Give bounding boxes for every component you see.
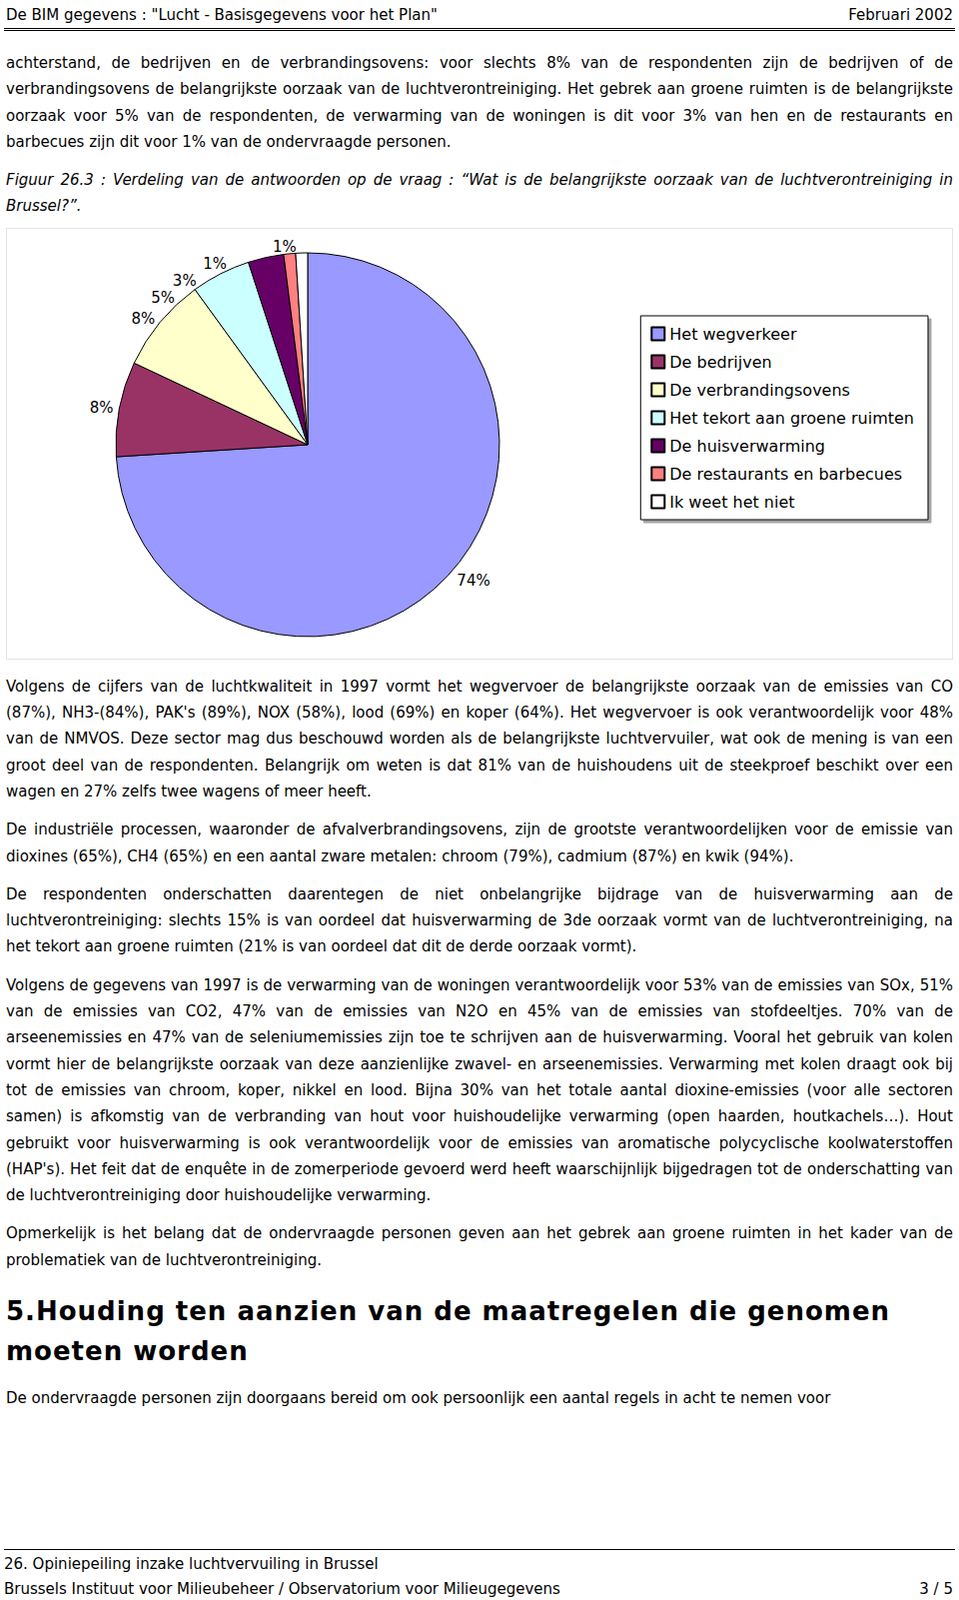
svg-text:De verbrandingsovens: De verbrandingsovens bbox=[669, 379, 851, 399]
svg-text:8%: 8% bbox=[89, 398, 114, 417]
html-text:De respondenten onderschatten: De respondenten onderschatten daarentege… bbox=[5, 884, 954, 956]
svg-text:De restaurants en barbecues: De restaurants en barbecues bbox=[669, 463, 903, 483]
html-text:De industriële processen, waar: De industriële processen, waaronder de a… bbox=[5, 820, 954, 865]
svg-text:3%: 3% bbox=[172, 271, 197, 290]
html-text:achterstand, de bedrijven en d: achterstand, de bedrijven en de verbrand… bbox=[5, 53, 954, 151]
html-text:26. Opiniepeiling inzake lucht: 26. Opiniepeiling inzake luchtvervuiling… bbox=[3, 1554, 379, 1573]
html-text:3 / 5: 3 / 5 bbox=[919, 1579, 954, 1598]
html-text:Figuur 26.3 : Verdeling van de: Figuur 26.3 : Verdeling van de antwoorde… bbox=[5, 171, 954, 216]
html-text:Volgens de gegevens van 1997 i: Volgens de gegevens van 1997 is de verwa… bbox=[5, 975, 954, 1204]
svg-text:74%: 74% bbox=[456, 570, 490, 589]
svg-text:1%: 1% bbox=[272, 237, 297, 256]
svg-text:Ik weet het niet: Ik weet het niet bbox=[669, 491, 795, 511]
svg-text:5%: 5% bbox=[150, 288, 175, 307]
svg-text:Het wegverkeer: Het wegverkeer bbox=[669, 323, 798, 343]
svg-text:Het tekort aan groene ruimten: Het tekort aan groene ruimten bbox=[669, 407, 915, 427]
svg-text:De huisverwarming: De huisverwarming bbox=[669, 435, 826, 455]
html-text:De ondervraagde personen zijn: De ondervraagde personen zijn doorgaans … bbox=[5, 1388, 831, 1407]
html-text:Volgens de cijfers van de luch: Volgens de cijfers van de luchtkwaliteit… bbox=[5, 677, 954, 801]
html-text:Februari 2002: Februari 2002 bbox=[848, 5, 954, 24]
svg-text:De bedrijven: De bedrijven bbox=[669, 351, 772, 371]
html-text:Opmerkelijk is het belang dat: Opmerkelijk is het belang dat de ondervr… bbox=[5, 1224, 954, 1269]
svg-text:8%: 8% bbox=[131, 309, 156, 328]
html-text:5.Houding ten aanzien van de m: 5.Houding ten aanzien van de maatregelen… bbox=[5, 1295, 891, 1366]
html-text:De BIM gegevens : "Lucht - Bas: De BIM gegevens : "Lucht - Basisgegevens… bbox=[5, 5, 438, 24]
html-text:Brussels Instituut voor Milieu: Brussels Instituut voor Milieubeheer / O… bbox=[3, 1579, 561, 1598]
svg-text:1%: 1% bbox=[202, 254, 227, 273]
